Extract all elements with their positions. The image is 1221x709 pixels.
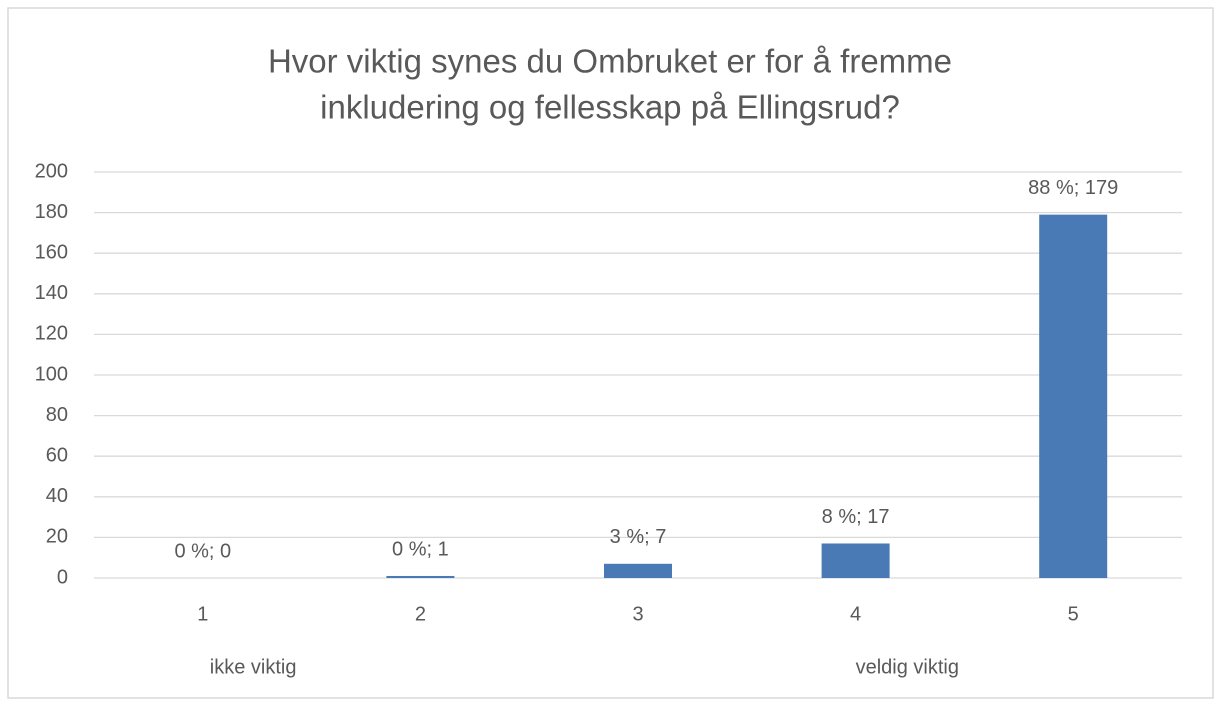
data-label: 0 %; 0: [174, 540, 231, 562]
x-tick-label: 3: [632, 603, 643, 625]
y-tick-label: 200: [35, 160, 68, 182]
y-tick-label: 20: [46, 526, 68, 548]
data-label: 3 %; 7: [610, 526, 667, 548]
y-tick-label: 180: [35, 201, 68, 223]
y-tick-label: 140: [35, 282, 68, 304]
data-label: 88 %; 179: [1028, 177, 1118, 199]
annotation: ikke viktig: [210, 656, 297, 678]
y-tick-label: 100: [35, 363, 68, 385]
bar: [821, 543, 890, 578]
y-tick-label: 40: [46, 485, 68, 507]
bar: [386, 575, 455, 578]
x-tick-label: 4: [850, 603, 861, 625]
x-tick-label: 2: [415, 603, 426, 625]
chart-border: [7, 7, 1214, 699]
data-label: 8 %; 17: [822, 506, 890, 528]
chart-title: inkludering og fellesskap på Ellingsrud?: [320, 89, 900, 126]
y-tick-label: 120: [35, 323, 68, 345]
y-tick-label: 160: [35, 241, 68, 263]
chart-title: Hvor viktig synes du Ombruket er for å f…: [268, 43, 952, 80]
bar: [604, 563, 672, 578]
data-label: 0 %; 1: [392, 538, 449, 560]
y-tick-label: 0: [57, 566, 68, 588]
y-tick-label: 80: [46, 404, 68, 426]
x-tick-label: 1: [197, 603, 208, 625]
y-tick-label: 60: [46, 444, 68, 466]
bar: [1039, 214, 1108, 578]
x-tick-label: 5: [1068, 603, 1079, 625]
annotation: veldig viktig: [856, 656, 959, 678]
